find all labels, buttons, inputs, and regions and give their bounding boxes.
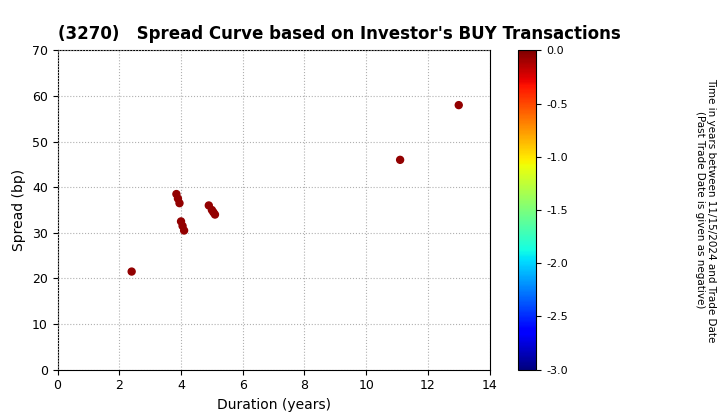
- Text: (3270)   Spread Curve based on Investor's BUY Transactions: (3270) Spread Curve based on Investor's …: [58, 25, 621, 43]
- Point: [179, 227, 190, 234]
- Point: [207, 209, 219, 215]
- X-axis label: Duration (years): Duration (years): [217, 398, 330, 412]
- Point: [172, 195, 184, 202]
- Point: [177, 223, 189, 229]
- Point: [203, 202, 215, 209]
- Point: [395, 157, 406, 163]
- Point: [174, 200, 185, 207]
- Y-axis label: Spread (bp): Spread (bp): [12, 169, 27, 251]
- Point: [206, 207, 217, 213]
- Point: [171, 191, 182, 197]
- Text: Time in years between 11/15/2024 and Trade Date
(Past Trade Date is given as neg: Time in years between 11/15/2024 and Tra…: [695, 78, 716, 342]
- Point: [126, 268, 138, 275]
- Point: [175, 218, 186, 225]
- Point: [210, 211, 221, 218]
- Point: [453, 102, 464, 108]
